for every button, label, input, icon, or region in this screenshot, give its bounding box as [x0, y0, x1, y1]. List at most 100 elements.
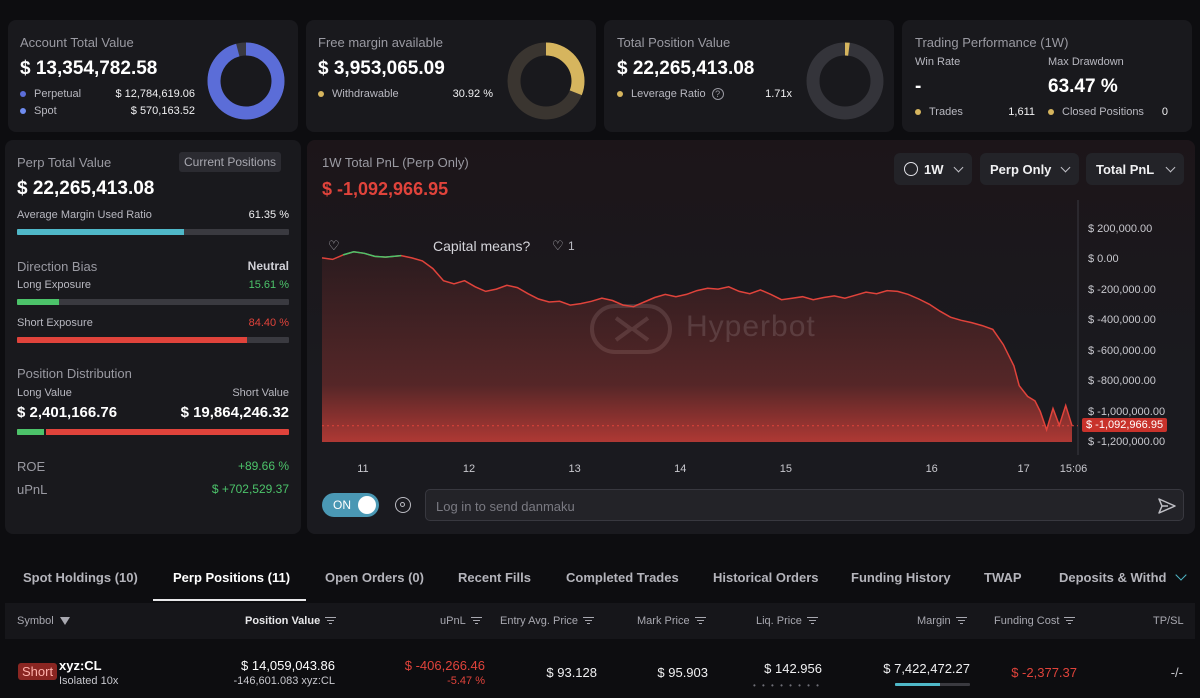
leverage-row: Leverage Ratio ? 1.71x: [617, 88, 792, 100]
short-exposure-bar: [17, 337, 289, 343]
scope-select[interactable]: Perp Only: [980, 153, 1079, 185]
table-row[interactable]: Short xyz:CL Isolated 10x $ 14,059,043.8…: [5, 642, 1195, 698]
header-entry[interactable]: Entry Avg. Price: [500, 615, 595, 627]
upnl-label: uPnL: [17, 482, 48, 497]
danmaku-toggle[interactable]: ON: [322, 493, 379, 517]
account-total-title: Account Total Value: [20, 35, 134, 50]
perpetual-label: Perpetual: [34, 88, 82, 100]
row-symbol[interactable]: xyz:CL: [59, 658, 102, 673]
perp-total-title: Perp Total Value: [17, 155, 112, 170]
header-margin-label: Margin: [917, 615, 951, 627]
tab-5[interactable]: Historical Orders: [713, 570, 819, 585]
tab-active-underline: [153, 599, 306, 601]
closed-positions-value: 0: [1161, 106, 1168, 118]
tab-2[interactable]: Open Orders (0): [325, 570, 424, 585]
position-donut: [806, 42, 884, 120]
header-upnl[interactable]: uPnL: [440, 615, 482, 627]
danmaku-comment: Capital means?: [433, 238, 531, 254]
long-value: $ 2,401,166.76: [17, 404, 118, 421]
short-exposure-fill: [17, 337, 247, 343]
pnl-line-negative: [321, 251, 1073, 433]
leverage-value: 1.71x: [765, 88, 792, 100]
like-icon[interactable]: ♡: [552, 238, 564, 253]
info-icon[interactable]: ?: [711, 88, 724, 100]
header-symbol[interactable]: Symbol: [17, 615, 70, 627]
short-value-label: Short Value: [232, 387, 289, 399]
perpetual-value: $ 12,784,619.06: [115, 88, 195, 100]
distribution-bar: [17, 429, 289, 435]
current-positions-button[interactable]: Current Positions: [179, 152, 282, 172]
tab-3[interactable]: Recent Fills: [458, 570, 531, 585]
trades-value: 1,611: [1008, 106, 1035, 118]
y-tick-label: $ -1,200,000.00: [1088, 436, 1166, 448]
row-tpsl[interactable]: -/-: [1170, 665, 1183, 680]
filter-icon[interactable]: [59, 617, 70, 625]
tab-4[interactable]: Completed Trades: [566, 570, 679, 585]
tab-7[interactable]: TWAP: [984, 570, 1022, 585]
tab-8[interactable]: Deposits & Withd: [1059, 570, 1167, 585]
long-value-label: Long Value: [17, 387, 72, 399]
row-upnl: $ -406,266.46: [404, 658, 485, 673]
roe-value: +89.66 %: [237, 459, 289, 473]
send-icon[interactable]: [1157, 496, 1177, 516]
danmaku-placeholder: Log in to send danmaku: [436, 499, 575, 514]
upnl-value: $ +702,529.37: [211, 482, 289, 496]
table-header-row: [5, 603, 1195, 639]
perpetual-row: Perpetual $ 12,784,619.06: [20, 88, 195, 100]
withdrawable-dot: [318, 91, 324, 97]
metric-value: Total PnL: [1096, 161, 1155, 177]
x-tick-label: 12: [462, 463, 476, 475]
x-tick-label: 17: [1017, 463, 1030, 475]
toggle-knob: [358, 496, 376, 514]
y-tick-label: $ -600,000.00: [1088, 344, 1156, 357]
liq-dots: • • • • • • • •: [753, 681, 821, 690]
x-tick-label: 15:06: [1059, 463, 1088, 475]
header-mark[interactable]: Mark Price: [637, 615, 706, 627]
spot-label: Spot: [34, 105, 57, 117]
closed-positions-row: Closed Positions 0: [1048, 106, 1168, 118]
danmaku-settings-icon[interactable]: [395, 497, 411, 513]
tab-1[interactable]: Perp Positions (11): [173, 570, 291, 585]
row-upnl-pct: -5.47 %: [447, 675, 485, 687]
leverage-dot: [617, 91, 623, 97]
performance-title: Trading Performance (1W): [915, 35, 1069, 50]
trades-dot: [915, 109, 921, 115]
perpetual-dot: [20, 91, 26, 97]
account-donut: [207, 42, 285, 120]
margin-usage-bar: [895, 683, 970, 686]
header-mark-label: Mark Price: [637, 615, 690, 627]
total-position-title: Total Position Value: [617, 35, 731, 50]
current-value-badge: $ -1,092,966.95: [1082, 417, 1168, 432]
tab-0[interactable]: Spot Holdings (10): [23, 570, 138, 585]
period-value: 1W: [924, 161, 944, 177]
danmaku-input[interactable]: Log in to send danmaku: [425, 489, 1184, 521]
pnl-line-positive: [342, 251, 402, 258]
period-select[interactable]: 1W: [894, 153, 972, 185]
header-tpsl: TP/SL: [1153, 615, 1184, 627]
header-liq[interactable]: Liq. Price: [756, 615, 818, 627]
direction-bias-value: Neutral: [247, 259, 289, 273]
distribution-long-fill: [17, 429, 47, 435]
like-count: 1: [568, 239, 575, 253]
metric-select[interactable]: Total PnL: [1086, 153, 1184, 185]
tab-6[interactable]: Funding History: [851, 570, 951, 585]
position-donut-arc: [806, 42, 884, 120]
header-margin[interactable]: Margin: [917, 615, 967, 627]
header-entry-label: Entry Avg. Price: [500, 615, 579, 627]
total-position-value: $ 22,265,413.08: [617, 58, 755, 79]
clock-icon: [904, 162, 918, 176]
heart-icon[interactable]: ♡: [328, 238, 340, 253]
x-tick-label: 11: [357, 463, 369, 475]
chart-title: 1W Total PnL (Perp Only): [322, 155, 469, 170]
free-margin-card: Free margin available $ 3,953,065.09 Wit…: [306, 20, 596, 132]
x-tick-label: 15: [779, 463, 793, 475]
row-margin-mode: Isolated 10x: [59, 675, 119, 687]
row-margin: $ 7,422,472.27: [883, 661, 970, 676]
row-funding: $ -2,377.37: [1011, 665, 1077, 680]
y-tick-label: $ -200,000.00: [1088, 283, 1156, 296]
margin-usage-fill: [895, 683, 940, 686]
header-funding[interactable]: Funding Cost: [994, 615, 1076, 627]
account-total-value: $ 13,354,782.58: [20, 58, 158, 79]
header-position-value[interactable]: Position Value: [245, 615, 337, 627]
